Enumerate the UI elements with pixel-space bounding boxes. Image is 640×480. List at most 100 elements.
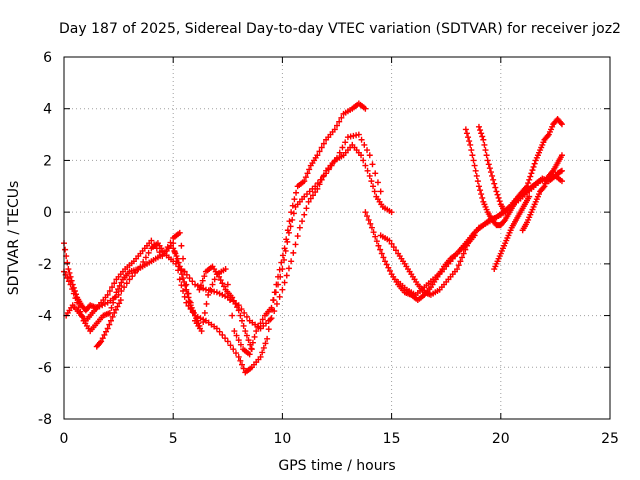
data-point: [242, 328, 249, 335]
data-point: [151, 241, 158, 248]
data-point: [268, 315, 275, 322]
grid-lines: [64, 57, 610, 419]
data-point: [178, 271, 185, 278]
data-point: [72, 295, 79, 302]
data-point: [238, 361, 245, 368]
data-point: [275, 273, 282, 280]
y-tick-label: -8: [38, 412, 52, 428]
data-point: [240, 365, 247, 372]
data-point: [530, 163, 537, 170]
data-point: [286, 218, 293, 225]
data-point: [294, 233, 301, 240]
data-point: [62, 246, 69, 253]
data-point: [237, 341, 244, 348]
data-point: [259, 349, 266, 356]
data-point: [483, 152, 490, 159]
x-tick-label: 25: [601, 431, 619, 447]
data-point: [186, 298, 193, 305]
data-point: [213, 325, 220, 332]
data-point: [527, 173, 534, 180]
data-point: [243, 332, 250, 339]
data-point: [101, 331, 108, 338]
data-point: [109, 313, 116, 320]
data-point: [109, 284, 116, 291]
data-point: [111, 280, 118, 287]
series-track-j: [462, 116, 565, 229]
data-point: [110, 299, 117, 306]
data-point: [77, 308, 84, 315]
data-point: [222, 293, 229, 300]
data-point: [65, 266, 72, 273]
data-point: [494, 191, 501, 198]
data-point: [104, 325, 111, 332]
x-tick-label: 0: [60, 431, 69, 447]
data-point: [103, 328, 110, 335]
data-point: [276, 293, 283, 300]
data-point: [531, 160, 538, 167]
data-point: [288, 258, 295, 265]
data-point: [180, 275, 187, 282]
x-axis-label: GPS time / hours: [278, 458, 395, 474]
data-point: [232, 350, 239, 357]
data-point: [66, 269, 73, 276]
data-point: [361, 141, 368, 148]
data-point: [257, 353, 264, 360]
series-track-g: [377, 167, 565, 298]
data-point: [283, 236, 290, 243]
data-point: [213, 289, 220, 296]
data-point: [339, 144, 346, 151]
data-point: [312, 189, 319, 196]
data-point: [271, 308, 278, 315]
data-point: [115, 286, 122, 293]
data-point: [331, 126, 338, 133]
data-point: [459, 254, 466, 261]
data-point: [293, 189, 300, 196]
series-track-f: [196, 263, 255, 353]
data-point: [366, 172, 373, 179]
data-point: [253, 328, 260, 335]
data-point: [164, 244, 171, 251]
data-point: [201, 273, 208, 280]
x-tick-label: 20: [492, 431, 510, 447]
data-point: [106, 288, 113, 295]
data-point: [362, 162, 369, 169]
data-point: [180, 288, 187, 295]
data-point: [465, 134, 472, 141]
data-point: [281, 279, 288, 286]
data-point: [342, 139, 349, 146]
data-point: [314, 185, 321, 192]
data-point: [479, 133, 486, 140]
data-point: [114, 303, 121, 310]
data-point: [462, 126, 469, 133]
data-point: [478, 191, 485, 198]
data-point: [196, 286, 203, 293]
data-point: [290, 249, 297, 256]
series-track-k: [475, 123, 509, 216]
data-point: [466, 138, 473, 145]
data-point: [229, 294, 236, 301]
series-track-c: [61, 141, 395, 335]
data-point: [281, 245, 288, 252]
data-point: [219, 291, 226, 298]
data-point: [377, 188, 384, 195]
data-point: [186, 275, 193, 282]
data-point: [167, 239, 174, 246]
data-point: [198, 282, 205, 289]
data-point: [247, 341, 254, 348]
series-track-m: [519, 152, 565, 234]
data-point: [364, 147, 371, 154]
series-track-h: [362, 172, 565, 304]
data-point: [314, 152, 321, 159]
data-point: [219, 280, 226, 287]
data-point: [116, 300, 123, 307]
data-point: [121, 284, 128, 291]
data-point: [386, 267, 393, 274]
data-point: [320, 172, 327, 179]
data-point: [472, 167, 479, 174]
data-point: [292, 241, 299, 248]
data-point: [284, 227, 291, 234]
data-point: [238, 317, 245, 324]
data-point: [501, 218, 508, 225]
data-point: [64, 259, 71, 266]
data-point: [558, 121, 565, 128]
